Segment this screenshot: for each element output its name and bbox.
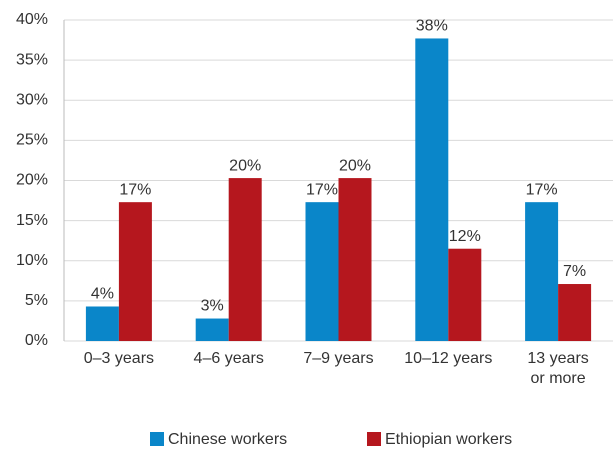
value-label: 3% <box>201 298 224 315</box>
bar <box>448 248 482 341</box>
bar <box>228 178 262 341</box>
bar <box>558 284 592 341</box>
y-tick-label: 0% <box>25 332 48 349</box>
y-tick-label: 15% <box>16 212 48 229</box>
x-tick-label: 13 years or more <box>527 350 589 387</box>
bar <box>118 202 152 341</box>
x-tick-label: 10–12 years <box>404 350 493 367</box>
value-label: 20% <box>339 157 371 174</box>
value-label: 12% <box>449 228 481 245</box>
y-tick-label: 5% <box>25 292 48 309</box>
bar <box>338 178 372 341</box>
x-tick-label: 4–6 years <box>193 350 264 367</box>
y-tick-label: 40% <box>16 11 48 28</box>
legend-label: Chinese workers <box>168 431 287 448</box>
value-label: 17% <box>119 181 151 198</box>
y-tick-label: 35% <box>16 51 48 68</box>
bar <box>525 202 559 341</box>
y-tick-label: 30% <box>16 91 48 108</box>
bar <box>85 306 119 341</box>
value-label: 17% <box>526 181 558 198</box>
legend-swatch <box>150 432 164 446</box>
y-tick-label: 10% <box>16 252 48 269</box>
bar <box>195 318 229 341</box>
value-label: 20% <box>229 157 261 174</box>
y-tick-label: 20% <box>16 172 48 189</box>
value-label: 38% <box>416 18 448 35</box>
value-label: 7% <box>563 263 586 280</box>
x-tick-label: 7–9 years <box>303 350 374 367</box>
legend-swatch <box>367 432 381 446</box>
value-label: 4% <box>91 286 114 303</box>
bar <box>415 38 449 342</box>
value-label: 17% <box>306 181 338 198</box>
bar <box>305 202 339 341</box>
y-tick-label: 25% <box>16 132 48 149</box>
x-tick-label: 0–3 years <box>83 350 155 367</box>
legend-label: Ethiopian workers <box>385 431 512 448</box>
